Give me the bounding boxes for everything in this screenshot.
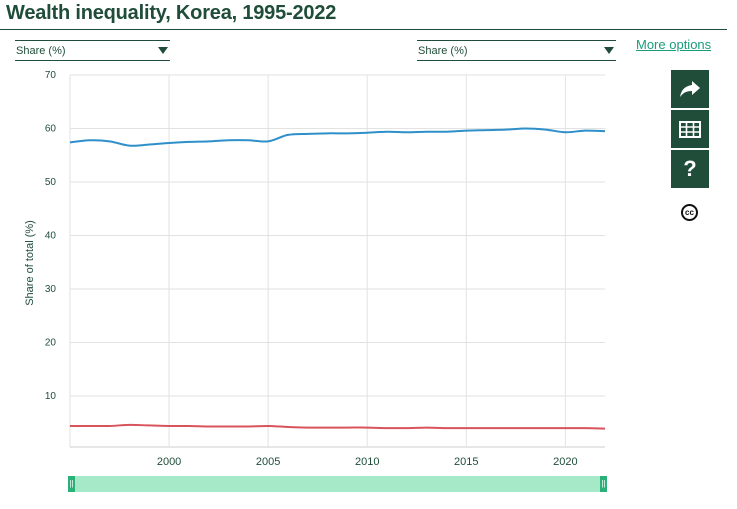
slider-handle-start[interactable]: ||: [68, 476, 75, 492]
chart-series: [69, 127, 606, 430]
chart-grid: [69, 74, 605, 448]
y-axis-label: Share of total (%): [24, 220, 36, 306]
x-tick-label: 2010: [355, 456, 379, 468]
chevron-down-icon: [604, 47, 614, 54]
x-axis-ticks: 2000 2005 2010 2015 2020: [157, 456, 578, 468]
x-tick-label: 2005: [256, 456, 280, 468]
title-divider: [0, 29, 727, 30]
y-tick-label: 70: [45, 70, 57, 81]
series-line-top[interactable]: [69, 127, 606, 147]
table-icon: [679, 120, 701, 138]
y-tick-label: 40: [45, 231, 57, 242]
help-icon: ?: [683, 156, 697, 181]
y-tick-label: 60: [45, 124, 57, 135]
y-tick-label: 10: [45, 391, 57, 402]
x-tick-label: 2020: [553, 456, 577, 468]
y-tick-label: 50: [45, 177, 57, 188]
help-button[interactable]: ?: [671, 150, 709, 188]
line-chart: 10 20 30 40 50 60 70 2000 2005 2010 2015 2020 Shar…: [24, 70, 606, 468]
x-tick-label: 2015: [454, 456, 478, 468]
chart-title: Wealth inequality, Korea, 1995-2022: [6, 2, 337, 24]
table-view-button[interactable]: [671, 110, 709, 148]
slider-handle-end[interactable]: ||: [600, 476, 607, 492]
y-axis-ticks: 10 20 30 40 50 60 70: [45, 70, 57, 402]
share-arrow-icon: [680, 81, 700, 97]
time-range-slider[interactable]: || ||: [68, 476, 607, 492]
creative-commons-icon[interactable]: cc: [681, 204, 698, 221]
share-button[interactable]: [671, 70, 709, 108]
y-tick-label: 20: [45, 338, 57, 349]
x-tick-label: 2000: [157, 456, 181, 468]
right-metric-select-label: Share (%): [418, 45, 468, 57]
more-options-link[interactable]: More options: [636, 37, 712, 52]
chevron-down-icon: [158, 47, 168, 54]
left-metric-select[interactable]: Share (%): [15, 40, 170, 61]
y-tick-label: 30: [45, 284, 57, 295]
right-metric-select[interactable]: Share (%): [417, 40, 616, 61]
series-line-bottom[interactable]: [70, 423, 606, 430]
left-metric-select-label: Share (%): [16, 45, 66, 57]
